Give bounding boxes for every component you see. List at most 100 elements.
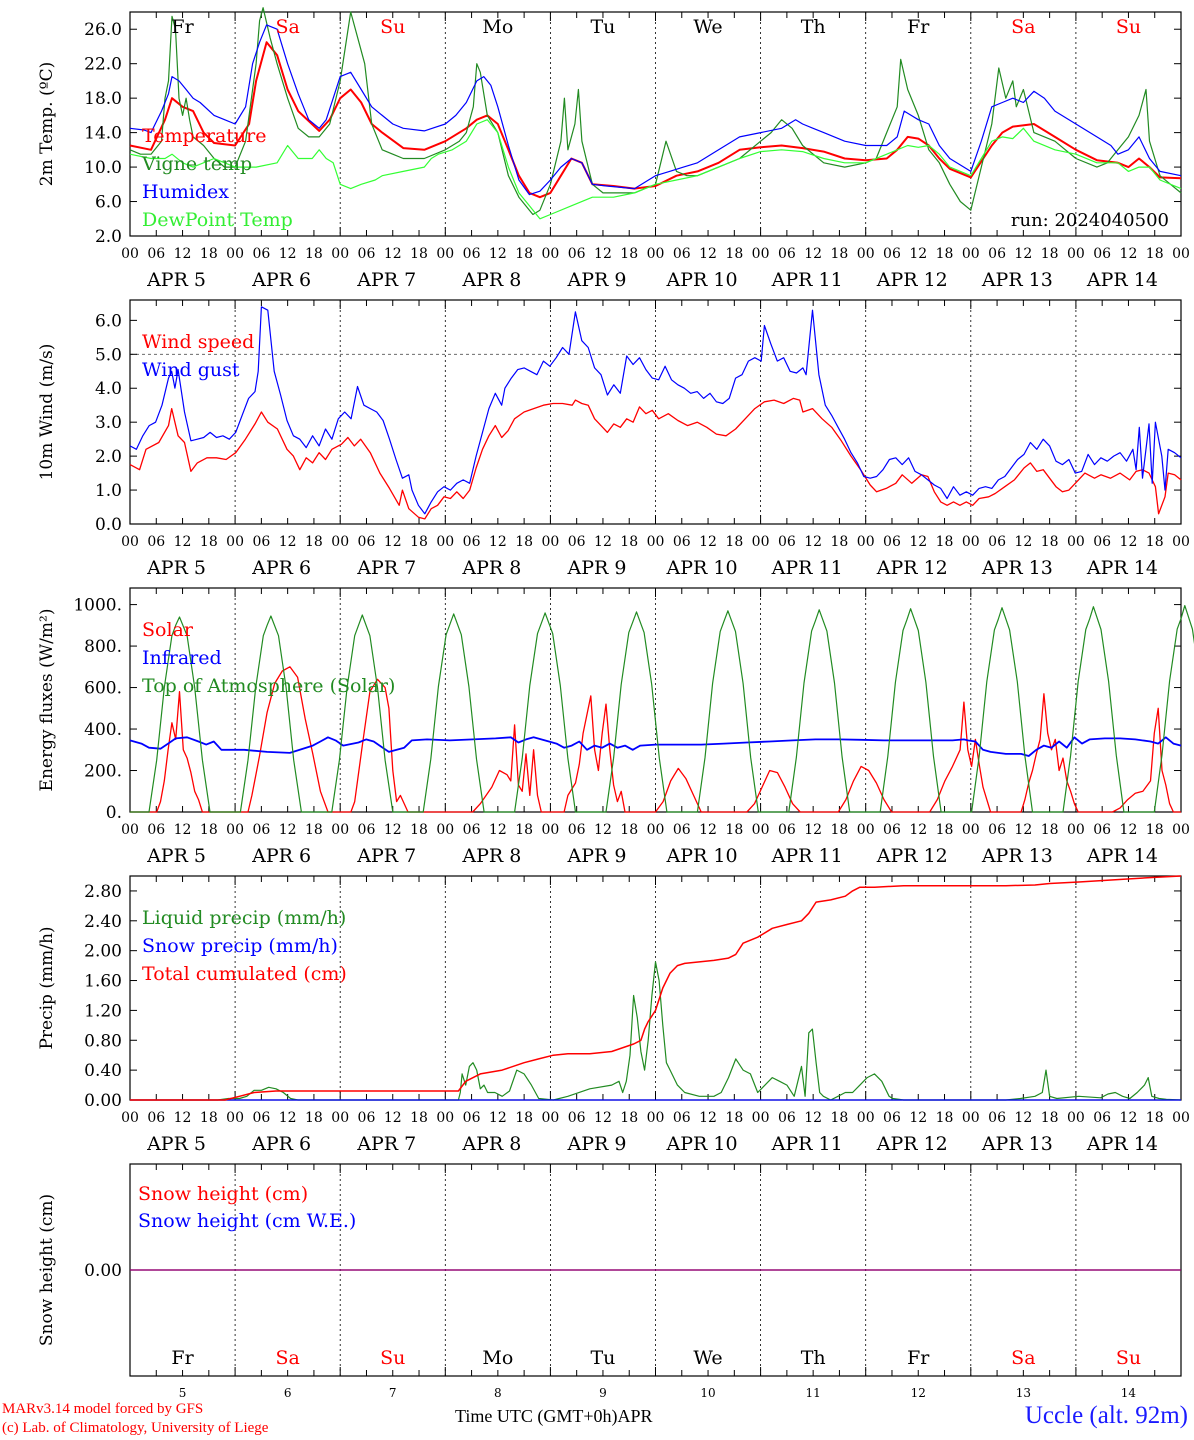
day-number: 6 bbox=[283, 1386, 292, 1400]
hour-tick-label: 06 bbox=[988, 246, 1006, 262]
y-tick-label: 14.0 bbox=[84, 124, 122, 144]
y-axis-label: 2m Temp. (ºC) bbox=[37, 62, 57, 187]
weekday-label: Mo bbox=[482, 1347, 513, 1369]
hour-tick-label: 06 bbox=[1093, 534, 1111, 550]
hour-tick-label: 18 bbox=[515, 534, 533, 550]
hour-tick-label: 18 bbox=[200, 246, 218, 262]
hour-tick-label: 00 bbox=[962, 534, 980, 550]
hour-tick-label: 00 bbox=[857, 822, 875, 838]
day-label: APR 11 bbox=[771, 269, 843, 291]
hour-tick-label: 06 bbox=[988, 1110, 1006, 1126]
y-tick-label: 18.0 bbox=[84, 89, 122, 109]
panel-1: 26.0 22.0 18.0 14.0 10.0 6.0 2.0 2m Temp. (ºC) T… bbox=[37, 7, 1190, 291]
y-tick-label: 6.0 bbox=[95, 193, 122, 213]
day-label: APR 8 bbox=[461, 557, 521, 579]
hour-tick-label: 06 bbox=[252, 246, 270, 262]
day-label: APR 8 bbox=[461, 269, 521, 291]
y-tick-label: 6.0 bbox=[95, 311, 122, 331]
hour-tick-label: 12 bbox=[1014, 534, 1032, 550]
hour-tick-label: 18 bbox=[515, 1110, 533, 1126]
series-line-4 bbox=[129, 119, 1182, 220]
y-axis-label: Snow height (cm) bbox=[37, 1194, 57, 1346]
legend-entry: Wind gust bbox=[142, 359, 240, 381]
hour-tick-label: 06 bbox=[147, 246, 165, 262]
hour-tick-label: 12 bbox=[1120, 822, 1138, 838]
hour-tick-label: 18 bbox=[1146, 534, 1164, 550]
x-axis-month: APR bbox=[617, 1406, 653, 1426]
hour-tick-label: 12 bbox=[1014, 1110, 1032, 1126]
hour-tick-label: 18 bbox=[831, 534, 849, 550]
day-label: APR 12 bbox=[876, 1133, 948, 1155]
hour-tick-label: 00 bbox=[1172, 534, 1190, 550]
hour-tick-label: 06 bbox=[463, 1110, 481, 1126]
y-tick-label: 0. bbox=[106, 803, 122, 823]
hour-tick-label: 06 bbox=[252, 822, 270, 838]
hour-tick-label: 12 bbox=[594, 822, 612, 838]
hour-tick-label: 00 bbox=[1172, 1110, 1190, 1126]
y-tick-label: 1000. bbox=[73, 596, 122, 616]
day-label: APR 7 bbox=[356, 1133, 416, 1155]
y-tick-label: 5.0 bbox=[95, 345, 122, 365]
series-line-3 bbox=[130, 875, 1182, 1101]
legend-entry: Snow height (cm W.E.) bbox=[138, 1210, 356, 1232]
weekday-label: Su bbox=[380, 1347, 405, 1369]
series-line-3 bbox=[129, 24, 1182, 196]
hour-tick-label: 06 bbox=[778, 246, 796, 262]
hour-tick-label: 00 bbox=[752, 822, 770, 838]
legend-entry: Liquid precip (mm/h) bbox=[142, 907, 346, 929]
legend-entry: Top of Atmosphere (Solar) bbox=[142, 675, 395, 697]
hour-tick-label: 12 bbox=[699, 246, 717, 262]
day-label: APR 6 bbox=[251, 845, 311, 867]
hour-tick-label: 18 bbox=[515, 246, 533, 262]
hour-tick-label: 12 bbox=[699, 1110, 717, 1126]
hour-tick-label: 06 bbox=[883, 1110, 901, 1126]
day-number-row: 5 6 7 8 9 10 11 12 13 14 bbox=[0, 1386, 1194, 1402]
hour-tick-label: 00 bbox=[436, 534, 454, 550]
hour-tick-label: 18 bbox=[725, 1110, 743, 1126]
day-label: APR 5 bbox=[146, 1133, 206, 1155]
day-label: APR 8 bbox=[461, 1133, 521, 1155]
day-label: APR 5 bbox=[146, 845, 206, 867]
hour-tick-label: 00 bbox=[226, 1110, 244, 1126]
day-label: APR 7 bbox=[356, 557, 416, 579]
series-line-2 bbox=[129, 306, 1182, 515]
weekday-label: Fr bbox=[907, 1347, 930, 1369]
day-label: APR 6 bbox=[251, 557, 311, 579]
series-line-1 bbox=[130, 961, 1182, 1101]
y-tick-label: 400. bbox=[84, 720, 122, 740]
hour-tick-label: 06 bbox=[252, 1110, 270, 1126]
weekday-label: Su bbox=[1116, 1347, 1141, 1369]
hour-tick-label: 06 bbox=[883, 534, 901, 550]
hour-tick-label: 12 bbox=[1014, 246, 1032, 262]
day-label: APR 10 bbox=[666, 557, 738, 579]
hour-tick-label: 12 bbox=[384, 822, 402, 838]
y-tick-label: 0.00 bbox=[84, 1261, 122, 1281]
hour-tick-label: 00 bbox=[541, 1110, 559, 1126]
hour-tick-label: 06 bbox=[358, 534, 376, 550]
hour-tick-label: 12 bbox=[804, 246, 822, 262]
day-label: APR 6 bbox=[251, 1133, 311, 1155]
panel-4: 2.80 2.40 2.00 1.60 1.20 0.80 0.40 0.00 Precip (… bbox=[37, 875, 1190, 1155]
hour-tick-label: 00 bbox=[331, 534, 349, 550]
hour-tick-label: 06 bbox=[673, 822, 691, 838]
hour-tick-label: 06 bbox=[568, 822, 586, 838]
series-line-2 bbox=[129, 7, 1182, 216]
y-tick-label: 0.80 bbox=[84, 1031, 122, 1051]
model-credit-line-1: MARv3.14 model forced by GFS bbox=[2, 1401, 204, 1417]
hour-tick-label: 18 bbox=[620, 534, 638, 550]
hour-tick-label: 06 bbox=[1093, 822, 1111, 838]
hour-tick-label: 06 bbox=[988, 534, 1006, 550]
hour-tick-label: 12 bbox=[279, 1110, 297, 1126]
hour-tick-label: 00 bbox=[226, 534, 244, 550]
hour-tick-label: 00 bbox=[962, 1110, 980, 1126]
y-tick-label: 26.0 bbox=[84, 20, 122, 40]
hour-tick-label: 18 bbox=[620, 822, 638, 838]
hour-tick-label: 00 bbox=[857, 534, 875, 550]
day-number: 12 bbox=[910, 1386, 926, 1400]
legend-entry: Solar bbox=[142, 619, 194, 641]
y-tick-label: 22.0 bbox=[84, 55, 122, 75]
hour-tick-label: 18 bbox=[410, 246, 428, 262]
hour-tick-label: 00 bbox=[331, 822, 349, 838]
hour-tick-label: 18 bbox=[200, 1110, 218, 1126]
hour-tick-label: 18 bbox=[515, 822, 533, 838]
